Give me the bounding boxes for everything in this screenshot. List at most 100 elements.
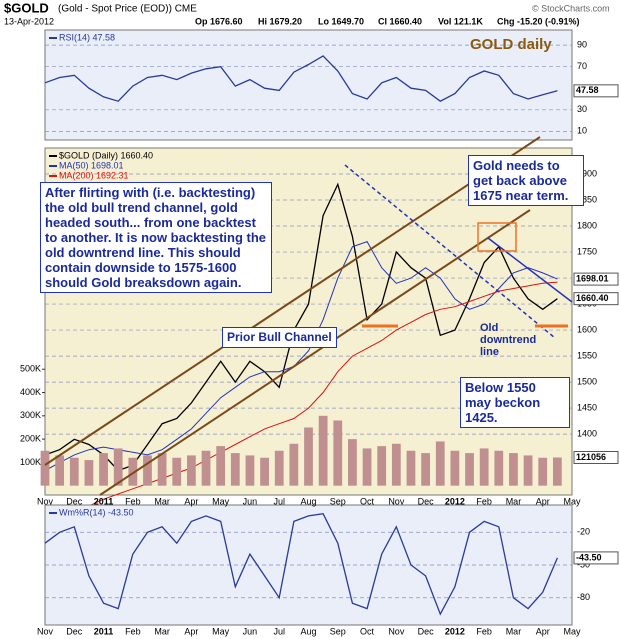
- x-tick-label: Nov: [37, 626, 54, 636]
- x-tick-label: 2011: [94, 626, 114, 636]
- volume-bar: [143, 455, 152, 486]
- value-box-label: 47.58: [576, 85, 599, 95]
- value-box-label: 1660.40: [576, 293, 609, 303]
- stat: Chg -15.20 (-0.91%): [497, 16, 580, 26]
- volume-bar: [274, 450, 284, 486]
- value-box: [573, 450, 619, 464]
- date: 13-Apr-2012: [4, 16, 54, 26]
- volume-bar: [494, 450, 504, 486]
- x-tick-label: Aug: [300, 496, 316, 506]
- value-box-label: -43.50: [576, 552, 602, 562]
- legend-entry: $GOLD (Daily) 1660.40: [59, 150, 153, 160]
- x-tick-label: May: [563, 496, 581, 506]
- x-tick-label: Dec: [418, 496, 435, 506]
- stat: Hi 1679.20: [258, 16, 302, 26]
- volume-bar: [99, 453, 108, 486]
- series-line: [44, 512, 558, 616]
- y2-tick-label: 400K: [20, 387, 41, 397]
- stat: Cl 1660.40: [378, 16, 422, 26]
- legend-entry: Wm%R(14) -43.50: [59, 507, 134, 517]
- x-tick-label: Dec: [66, 496, 83, 506]
- y-tick-label: 1750: [577, 246, 597, 256]
- trend-line: [44, 136, 541, 466]
- x-tick-label: May: [212, 626, 230, 636]
- legend-entry: RSI(14) 47.58: [59, 32, 115, 42]
- x-tick-label: Apr: [536, 496, 550, 506]
- x-tick-label: Sep: [330, 496, 346, 506]
- x-tick-label: Oct: [360, 626, 375, 636]
- value-box: [573, 84, 619, 98]
- volume-bar: [391, 443, 401, 486]
- volume-bar: [523, 455, 533, 486]
- series-line: [44, 240, 558, 471]
- y-tick-label: 1500: [577, 376, 597, 386]
- volume-bar: [69, 457, 79, 486]
- volume-bar: [333, 420, 343, 486]
- y2-tick-label: 200K: [20, 433, 41, 443]
- x-tick-label: Feb: [476, 496, 492, 506]
- value-box: [573, 272, 619, 286]
- x-tick-label: Nov: [388, 626, 405, 636]
- series-line: [44, 55, 558, 102]
- symbol: $GOLD: [4, 0, 49, 15]
- x-tick-label: Mar: [506, 496, 522, 506]
- volume-bar: [435, 441, 445, 486]
- y-tick-label: 90: [577, 39, 587, 49]
- volume-bar: [186, 455, 196, 486]
- volume-bar: [538, 457, 548, 486]
- y-tick-label: 1450: [577, 402, 597, 412]
- volume-bar: [230, 453, 240, 486]
- annotation: After flirting with (i.e. backtesting) t…: [40, 182, 272, 293]
- x-tick-label: Sep: [330, 626, 346, 636]
- panel-title: GOLD daily: [470, 36, 552, 53]
- x-tick-label: Mar: [154, 496, 170, 506]
- volume-bar: [362, 448, 372, 486]
- volume-bar: [304, 427, 313, 486]
- y-tick-label: 70: [577, 61, 587, 71]
- volume-bar: [40, 450, 50, 486]
- x-tick-label: Dec: [418, 626, 435, 636]
- trend-line: [344, 164, 556, 339]
- volume-bar: [84, 460, 94, 486]
- x-tick-label: Dec: [66, 626, 83, 636]
- x-tick-label: May: [563, 626, 581, 636]
- panel: [44, 29, 573, 141]
- value-box: [573, 292, 619, 306]
- volume-bar: [318, 415, 328, 486]
- x-tick-label: Mar: [506, 626, 522, 636]
- x-tick-label: 2012: [445, 626, 465, 636]
- y-tick-label: 1900: [577, 168, 597, 178]
- stat: Lo 1649.70: [318, 16, 364, 26]
- x-tick-label: Apr: [184, 496, 198, 506]
- annotation: Below 1550 may beckon 1425.: [460, 377, 570, 428]
- y-tick-label: 1800: [577, 220, 597, 230]
- legend-entry: MA(200) 1692.31: [59, 170, 129, 180]
- series-line: [44, 281, 558, 524]
- y2-tick-label: 500K: [20, 364, 41, 374]
- y2-tick-label: 300K: [20, 410, 41, 420]
- volume-bar: [128, 457, 138, 486]
- volume-bar: [465, 453, 474, 486]
- x-tick-label: Apr: [184, 626, 198, 636]
- volume-bar: [348, 439, 357, 486]
- volume-bar: [55, 455, 65, 486]
- value-box-label: 121056: [576, 452, 606, 462]
- x-tick-label: 2011: [94, 496, 114, 506]
- x-tick-label: Feb: [476, 626, 492, 636]
- y-tick-label: -80: [577, 592, 590, 602]
- highlight-box: [477, 222, 517, 252]
- volume-bar: [406, 450, 416, 486]
- x-tick-label: Apr: [536, 626, 550, 636]
- volume-bar: [479, 448, 489, 486]
- x-tick-label: Jun: [243, 496, 258, 506]
- legend-entry: MA(50) 1698.01: [59, 160, 124, 170]
- x-tick-label: Nov: [388, 496, 405, 506]
- credit: © StockCharts.com: [532, 3, 610, 13]
- annotation: Prior Bull Channel: [222, 327, 337, 348]
- volume-bar: [245, 455, 255, 486]
- volume-bar: [552, 457, 562, 486]
- volume-bar: [172, 457, 182, 486]
- volume-bar: [421, 453, 431, 486]
- stat: Op 1676.60: [195, 16, 243, 26]
